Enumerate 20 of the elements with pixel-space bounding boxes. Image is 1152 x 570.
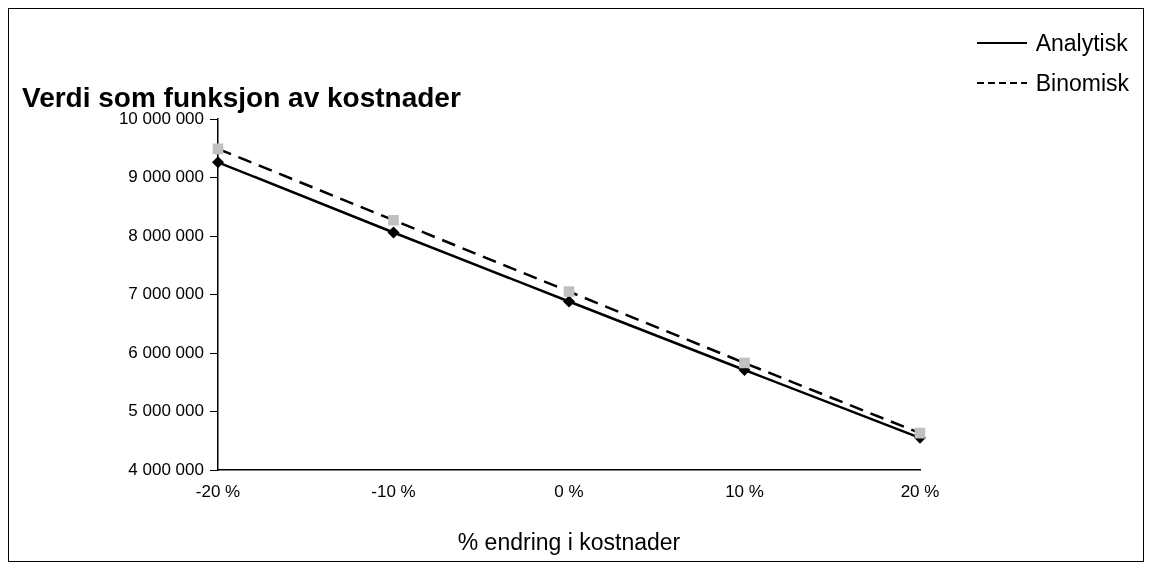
point [563, 286, 575, 297]
y-tick-label: 7 000 000 [128, 284, 204, 304]
point [739, 357, 750, 369]
point [563, 295, 575, 308]
x-tick-label: 10 % [725, 481, 764, 501]
point [387, 226, 400, 239]
y-tick-label: 6 000 000 [128, 342, 204, 362]
y-tick-label: 8 000 000 [128, 225, 204, 245]
y-tick-label: 5 000 000 [128, 401, 204, 421]
x-tick-label: 20 % [900, 481, 940, 501]
y-tick-label: 4 000 000 [128, 459, 204, 479]
x-tick-label: -20 % [195, 481, 241, 501]
legend-label: Analytisk [1035, 29, 1128, 57]
x-tick-label: 0 % [554, 481, 584, 501]
point [212, 156, 224, 169]
x-tick-label: -10 % [371, 481, 416, 501]
x-axis-title: % endring i kostnader [457, 528, 681, 555]
legend-label: Binomisk [1035, 69, 1129, 97]
y-tick-label: 9 000 000 [128, 167, 204, 187]
point [388, 214, 399, 226]
